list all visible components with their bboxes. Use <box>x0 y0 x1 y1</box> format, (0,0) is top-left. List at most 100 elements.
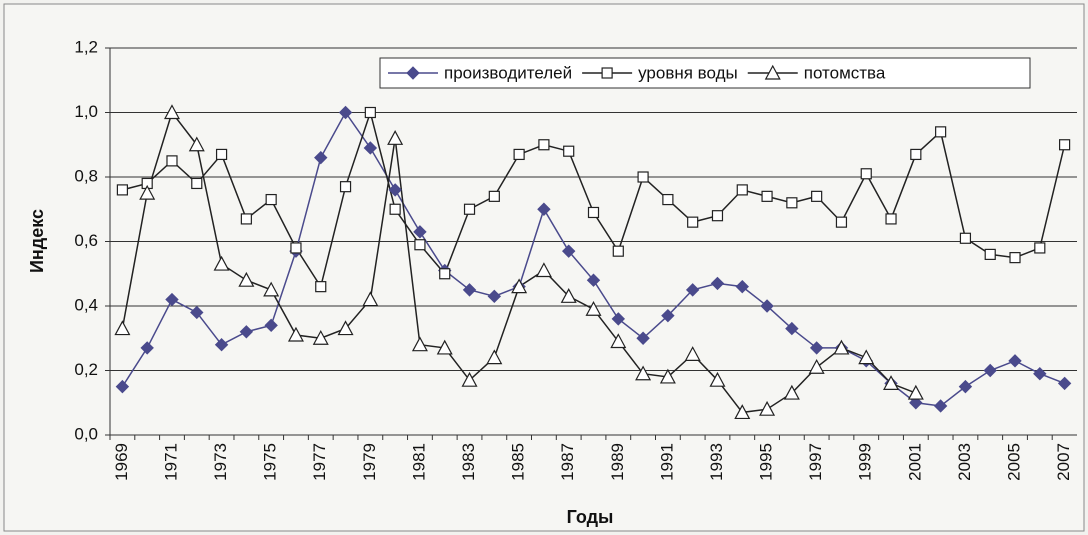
point <box>785 321 799 336</box>
point <box>685 283 700 297</box>
point <box>835 216 848 228</box>
x-tick-label: 2007 <box>1054 443 1073 481</box>
point <box>808 359 825 374</box>
point <box>166 155 178 167</box>
point <box>933 399 948 413</box>
x-tick-label: 1999 <box>856 443 875 481</box>
y-tick-label: 1,2 <box>74 37 98 56</box>
point <box>538 139 550 151</box>
point <box>586 273 601 287</box>
x-tick-label: 2003 <box>955 443 974 481</box>
legend-label: потомства <box>804 63 886 82</box>
point <box>312 329 329 345</box>
point <box>215 148 228 161</box>
point <box>387 130 404 145</box>
point <box>139 184 156 200</box>
x-tick-label: 1995 <box>757 443 776 481</box>
x-tick-label: 1989 <box>608 443 627 481</box>
point <box>537 202 551 216</box>
point <box>662 193 674 206</box>
point <box>734 404 751 420</box>
point <box>760 299 774 313</box>
legend-label: уровня воды <box>638 63 738 82</box>
point <box>786 197 798 209</box>
point <box>907 384 924 400</box>
x-tick-label: 1971 <box>161 443 180 481</box>
point <box>1009 252 1021 264</box>
point <box>885 213 897 225</box>
point <box>1008 354 1022 368</box>
point <box>238 271 255 287</box>
point <box>414 239 426 251</box>
point <box>240 213 252 225</box>
point <box>315 281 327 293</box>
point <box>364 106 376 119</box>
point <box>362 291 379 307</box>
x-tick-label: 2001 <box>905 443 924 481</box>
point <box>439 268 451 280</box>
point <box>116 184 128 196</box>
point <box>684 346 701 361</box>
point <box>783 384 800 400</box>
y-tick-label: 0,0 <box>74 424 98 443</box>
point <box>239 325 254 339</box>
point <box>983 363 997 378</box>
y-axis-title: Индекс <box>27 209 47 273</box>
point <box>513 148 525 161</box>
point <box>463 203 476 215</box>
point <box>736 184 748 196</box>
point <box>883 375 900 390</box>
point <box>1034 242 1046 254</box>
point <box>462 283 477 297</box>
point <box>636 331 650 345</box>
point <box>601 67 613 79</box>
point <box>214 337 229 352</box>
point <box>188 136 205 152</box>
point <box>659 368 676 384</box>
point <box>1033 367 1047 381</box>
point <box>764 64 781 80</box>
point <box>561 244 576 258</box>
point <box>191 177 203 190</box>
y-tick-label: 0,4 <box>74 295 98 314</box>
x-tick-label: 1975 <box>261 443 280 481</box>
y-tick-label: 1,0 <box>74 102 98 121</box>
point <box>687 216 699 228</box>
point <box>263 281 280 297</box>
point <box>363 141 378 155</box>
point <box>535 262 552 278</box>
point <box>984 248 996 260</box>
point <box>560 288 577 303</box>
point <box>610 333 627 349</box>
point <box>406 66 420 80</box>
point <box>487 289 502 304</box>
point <box>290 242 302 254</box>
point <box>735 279 749 294</box>
point <box>436 339 453 355</box>
point <box>637 171 649 183</box>
x-tick-label: 1977 <box>310 443 329 481</box>
point <box>635 365 652 381</box>
legend-box <box>379 57 1031 89</box>
point <box>811 190 823 202</box>
point <box>611 312 626 326</box>
x-tick-label: 1973 <box>211 443 230 481</box>
point <box>287 326 304 342</box>
point <box>833 339 850 355</box>
x-tick-label: 1981 <box>409 443 428 481</box>
x-tick-label: 1969 <box>112 443 131 481</box>
point <box>958 379 973 394</box>
point <box>115 379 130 394</box>
point <box>759 400 776 416</box>
point <box>163 104 180 120</box>
y-tick-label: 0,2 <box>74 360 98 379</box>
point <box>585 300 602 316</box>
point <box>314 150 328 165</box>
point <box>661 308 675 323</box>
point <box>710 276 725 291</box>
point <box>563 145 575 157</box>
x-tick-label: 2005 <box>1004 443 1023 481</box>
point <box>612 245 624 257</box>
point <box>165 292 179 307</box>
point <box>140 341 154 355</box>
